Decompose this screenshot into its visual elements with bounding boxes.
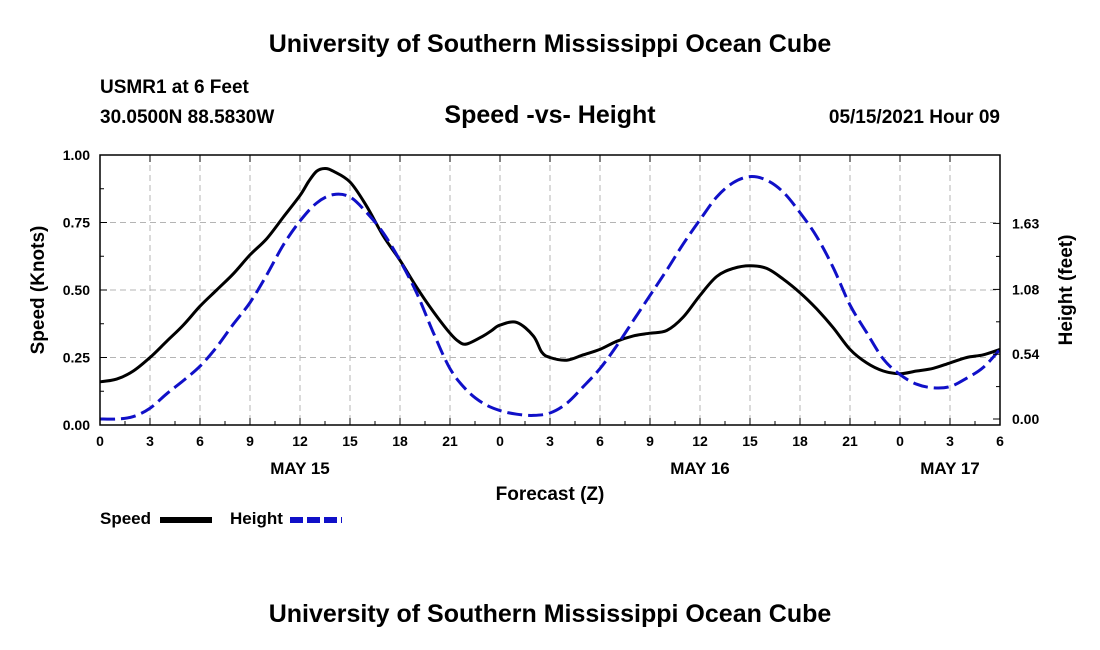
station-label: USMR1 at 6 Feet [100,77,249,98]
axes [99,154,1001,426]
x-tick-label: 15 [342,433,358,449]
y2-tick-label: 0.54 [1012,346,1039,362]
x-tick-label: 18 [792,433,808,449]
y-tick-label: 0.75 [63,215,90,231]
y2-tick-label: 0.00 [1012,411,1039,427]
x-tick-label: 21 [442,433,458,449]
datetime-label: 05/15/2021 Hour 09 [828,107,1000,128]
legend-speed-label: Speed [100,509,152,528]
date-label: MAY 15 [270,459,330,478]
footer-title: University of Southern Mississippi Ocean… [268,600,832,628]
chart-title: Speed -vs- Height [444,101,656,129]
x-tick-label: 12 [292,433,308,449]
date-label: MAY 16 [670,459,730,478]
x-tick-label: 9 [646,433,654,449]
x-tick-label: 0 [496,433,504,449]
x-tick-label: 21 [842,433,858,449]
axis-text: Forecast (Z) Speed (Knots) Height (feet)… [28,147,1077,505]
y-axis-label: Speed (Knots) [28,226,49,355]
x-tick-label: 9 [246,433,254,449]
x-tick-label: 6 [596,433,604,449]
x-tick-label: 6 [996,433,1004,449]
x-tick-label: 18 [392,433,408,449]
date-label: MAY 17 [920,459,980,478]
x-tick-label: 15 [742,433,758,449]
grid [100,155,1000,425]
x-tick-label: 0 [896,433,904,449]
plot-frame [99,154,1001,426]
speed-series-line [99,167,1001,384]
y2-tick-label: 1.63 [1012,215,1039,231]
y-tick-label: 0.50 [63,282,90,298]
page-title: University of Southern Mississippi Ocean… [268,30,832,58]
x-axis-label: Forecast (Z) [496,484,605,505]
y2-tick-label: 1.08 [1012,281,1039,297]
x-tick-label: 3 [546,433,554,449]
legend-height-label: Height [230,509,283,528]
x-tick-label: 6 [196,433,204,449]
x-tick-label: 3 [946,433,954,449]
y2-axis-label: Height (feet) [1056,235,1077,346]
coordinates-label: 30.0500N 88.5830W [100,107,275,128]
y-tick-label: 0.00 [63,417,90,433]
y-tick-label: 0.25 [63,350,90,366]
height-series-line [99,175,1002,421]
series-layer [99,167,1002,421]
x-tick-label: 3 [146,433,154,449]
x-tick-label: 12 [692,433,708,449]
y-tick-label: 1.00 [63,147,90,163]
x-tick-label: 0 [96,433,104,449]
